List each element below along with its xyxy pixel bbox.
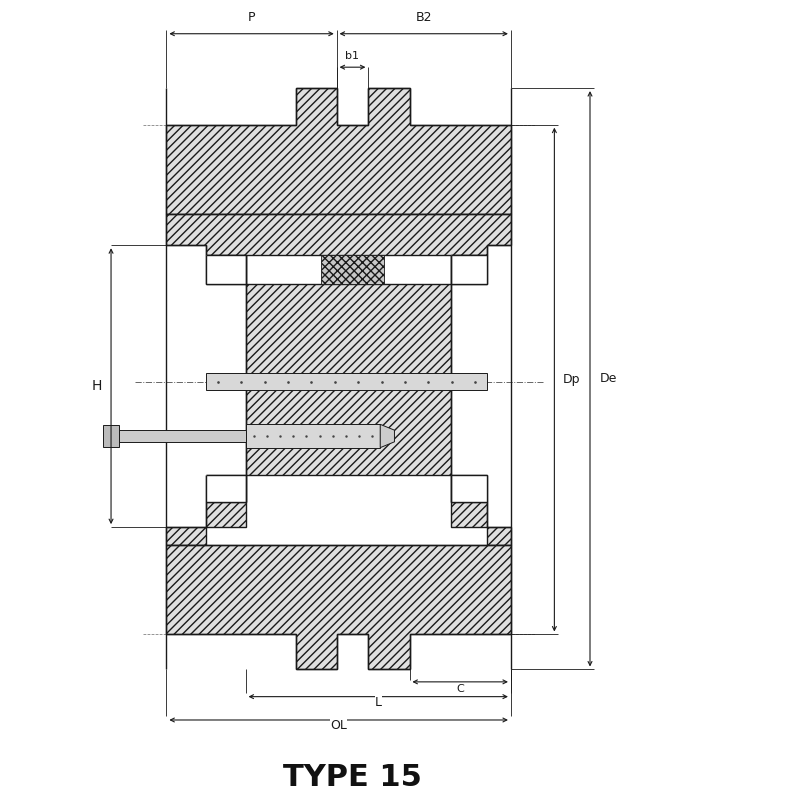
Polygon shape [246,284,451,382]
Polygon shape [206,475,246,502]
Text: B2: B2 [415,11,432,24]
Text: C: C [456,683,464,694]
Polygon shape [451,254,487,284]
Bar [103,425,119,447]
Polygon shape [246,382,451,475]
Polygon shape [487,527,511,545]
Text: H: H [91,379,102,393]
Bar [119,430,246,442]
Bar [246,424,380,448]
Bar [206,373,487,390]
Polygon shape [166,88,511,214]
Polygon shape [206,502,246,527]
Bar [158,73,518,685]
Bar [206,254,246,284]
Polygon shape [451,502,487,527]
Bar [321,254,384,284]
Polygon shape [451,475,487,502]
Text: P: P [248,11,255,24]
Bar [451,254,487,284]
Polygon shape [166,527,206,545]
Text: De: De [599,372,617,386]
Text: b1: b1 [346,51,359,61]
Text: Dp: Dp [562,373,580,386]
Polygon shape [206,254,246,284]
Text: TYPE 15: TYPE 15 [283,762,422,792]
Polygon shape [166,214,511,254]
Bar [206,475,246,502]
Text: OL: OL [330,719,347,733]
Polygon shape [380,424,394,448]
Text: L: L [374,696,382,709]
Polygon shape [166,545,511,670]
Bar [451,475,487,502]
